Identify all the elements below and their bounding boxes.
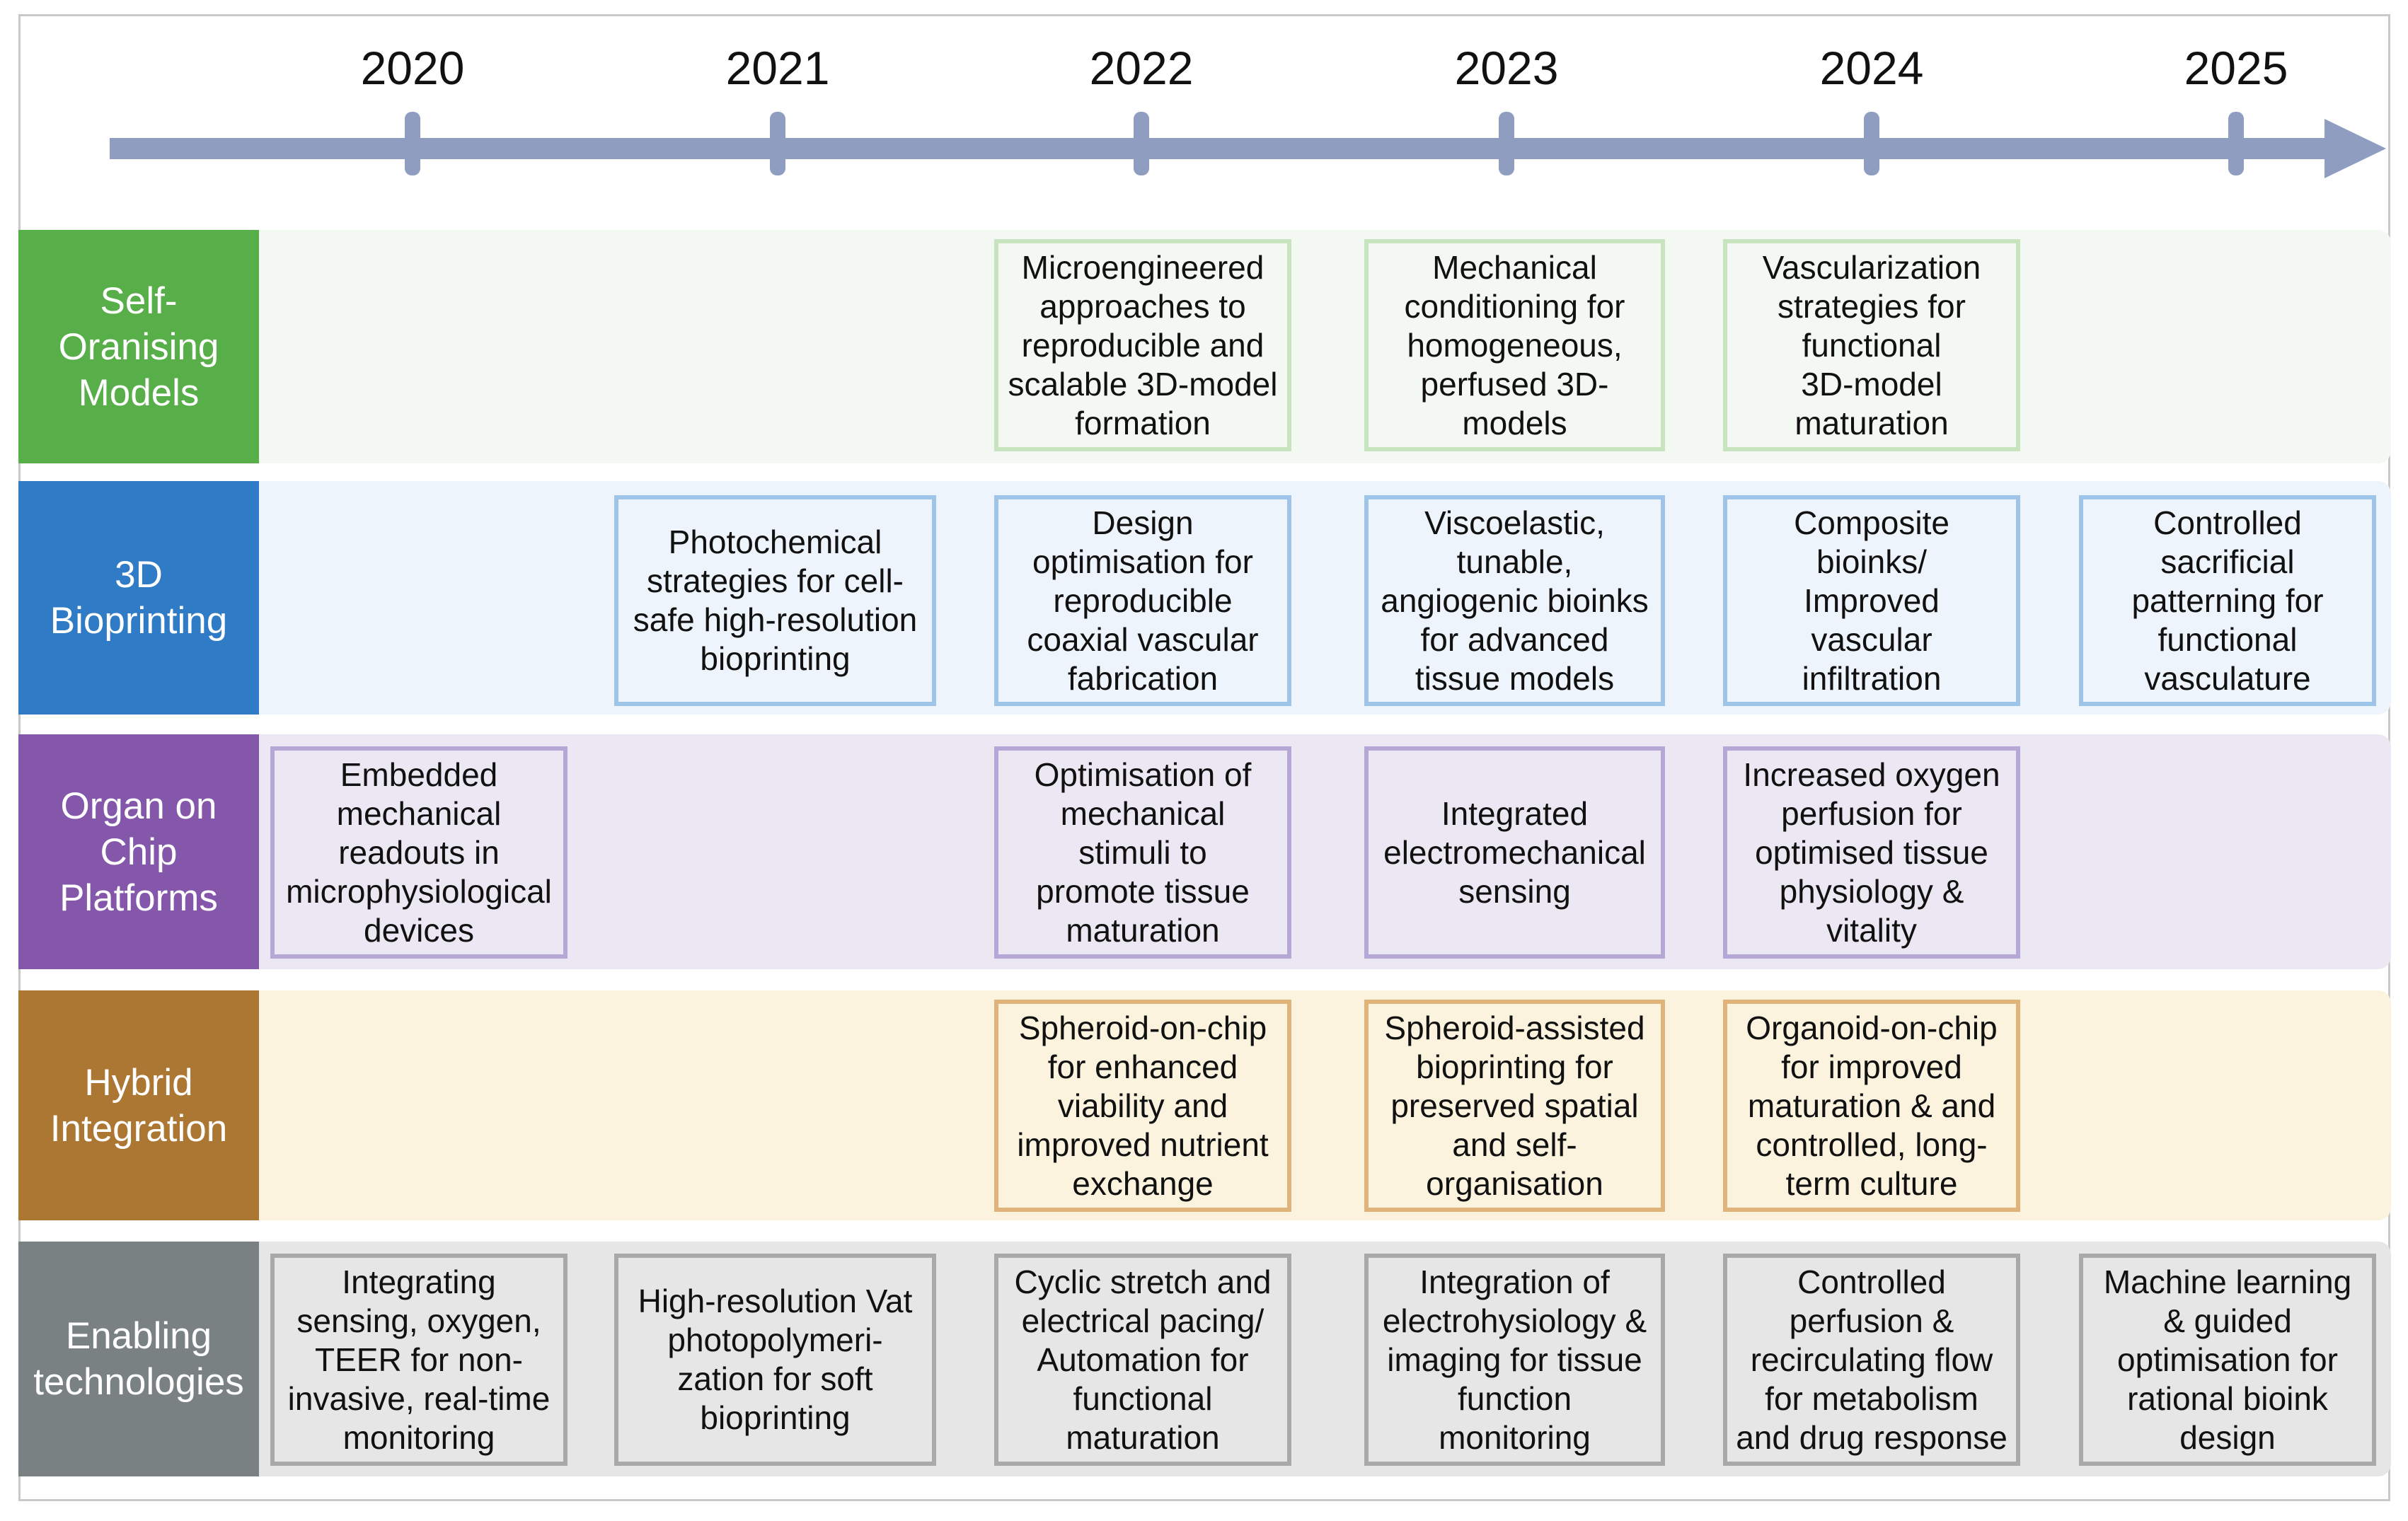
row-band-self-oranising bbox=[18, 230, 2391, 463]
milestone-box-enabling-2025: Machine learning & guided optimisation f… bbox=[2079, 1254, 2376, 1466]
year-label-2020: 2020 bbox=[360, 42, 465, 94]
milestone-box-enabling-2022: Cyclic stretch and electrical pacing/ Au… bbox=[994, 1254, 1291, 1466]
milestone-box-hybrid-2022: Spheroid-on-chip for enhanced viability … bbox=[994, 1000, 1291, 1212]
milestone-box-bioprinting-2023: Viscoelastic, tunable, angiogenic bioink… bbox=[1364, 495, 1665, 706]
milestone-box-organ-on-chip-2023: Integrated electromechanical sensing bbox=[1364, 746, 1665, 959]
year-ticks bbox=[405, 112, 2244, 175]
milestone-box-bioprinting-2022: Design optimisation for reproducible coa… bbox=[994, 495, 1291, 706]
row-band-bioprinting bbox=[18, 481, 2391, 715]
milestone-box-enabling-2024: Controlled perfusion & recirculating flo… bbox=[1723, 1254, 2020, 1466]
timeline-arrow-head bbox=[2325, 119, 2386, 178]
milestone-box-self-oranising-2023: Mechanical conditioning for homogeneous,… bbox=[1364, 239, 1665, 451]
row-band-organ-on-chip bbox=[18, 734, 2391, 969]
milestone-box-self-oranising-2024: Vascularization strategies for functiona… bbox=[1723, 239, 2020, 451]
year-label-2024: 2024 bbox=[1819, 42, 1924, 94]
milestone-box-self-oranising-2022: Microengineered approaches to reproducib… bbox=[994, 239, 1291, 451]
milestone-box-enabling-2021: High-resolution Vat photopolymeri- zatio… bbox=[614, 1254, 936, 1466]
row-label-bioprinting: 3D Bioprinting bbox=[18, 481, 259, 715]
milestone-box-bioprinting-2025: Controlled sacrificial patterning for fu… bbox=[2079, 495, 2376, 706]
year-label-2025: 2025 bbox=[2184, 42, 2288, 94]
year-tick-2025 bbox=[2228, 112, 2244, 175]
milestone-box-bioprinting-2021: Photochemical strategies for cell- safe … bbox=[614, 495, 936, 706]
year-label-2023: 2023 bbox=[1454, 42, 1559, 94]
timeline-axis bbox=[110, 112, 2386, 178]
milestone-box-enabling-2020: Integrating sensing, oxygen, TEER for no… bbox=[270, 1254, 568, 1466]
year-tick-2023 bbox=[1499, 112, 1514, 175]
year-tick-2021 bbox=[770, 112, 785, 175]
milestone-box-hybrid-2024: Organoid-on-chip for improved maturation… bbox=[1723, 1000, 2020, 1212]
milestone-box-organ-on-chip-2024: Increased oxygen perfusion for optimised… bbox=[1723, 746, 2020, 959]
year-tick-2022 bbox=[1134, 112, 1149, 175]
row-label-enabling: Enabling technologies bbox=[18, 1242, 259, 1476]
milestone-box-hybrid-2023: Spheroid-assisted bioprinting for preser… bbox=[1364, 1000, 1665, 1212]
year-tick-2024 bbox=[1864, 112, 1879, 175]
milestone-box-organ-on-chip-2022: Optimisation of mechanical stimuli to pr… bbox=[994, 746, 1291, 959]
year-label-2022: 2022 bbox=[1089, 42, 1194, 94]
row-band-hybrid bbox=[18, 990, 2391, 1220]
row-band-enabling bbox=[18, 1242, 2391, 1476]
year-tick-2020 bbox=[405, 112, 420, 175]
milestone-box-organ-on-chip-2020: Embedded mechanical readouts in microphy… bbox=[270, 746, 568, 959]
row-label-organ-on-chip: Organ on Chip Platforms bbox=[18, 734, 259, 969]
year-label-2021: 2021 bbox=[725, 42, 830, 94]
milestone-box-bioprinting-2024: Composite bioinks/ Improved vascular inf… bbox=[1723, 495, 2020, 706]
row-label-hybrid: Hybrid Integration bbox=[18, 990, 259, 1220]
milestone-box-enabling-2023: Integration of electrohysiology & imagin… bbox=[1364, 1254, 1665, 1466]
row-label-self-oranising: Self- Oranising Models bbox=[18, 230, 259, 463]
